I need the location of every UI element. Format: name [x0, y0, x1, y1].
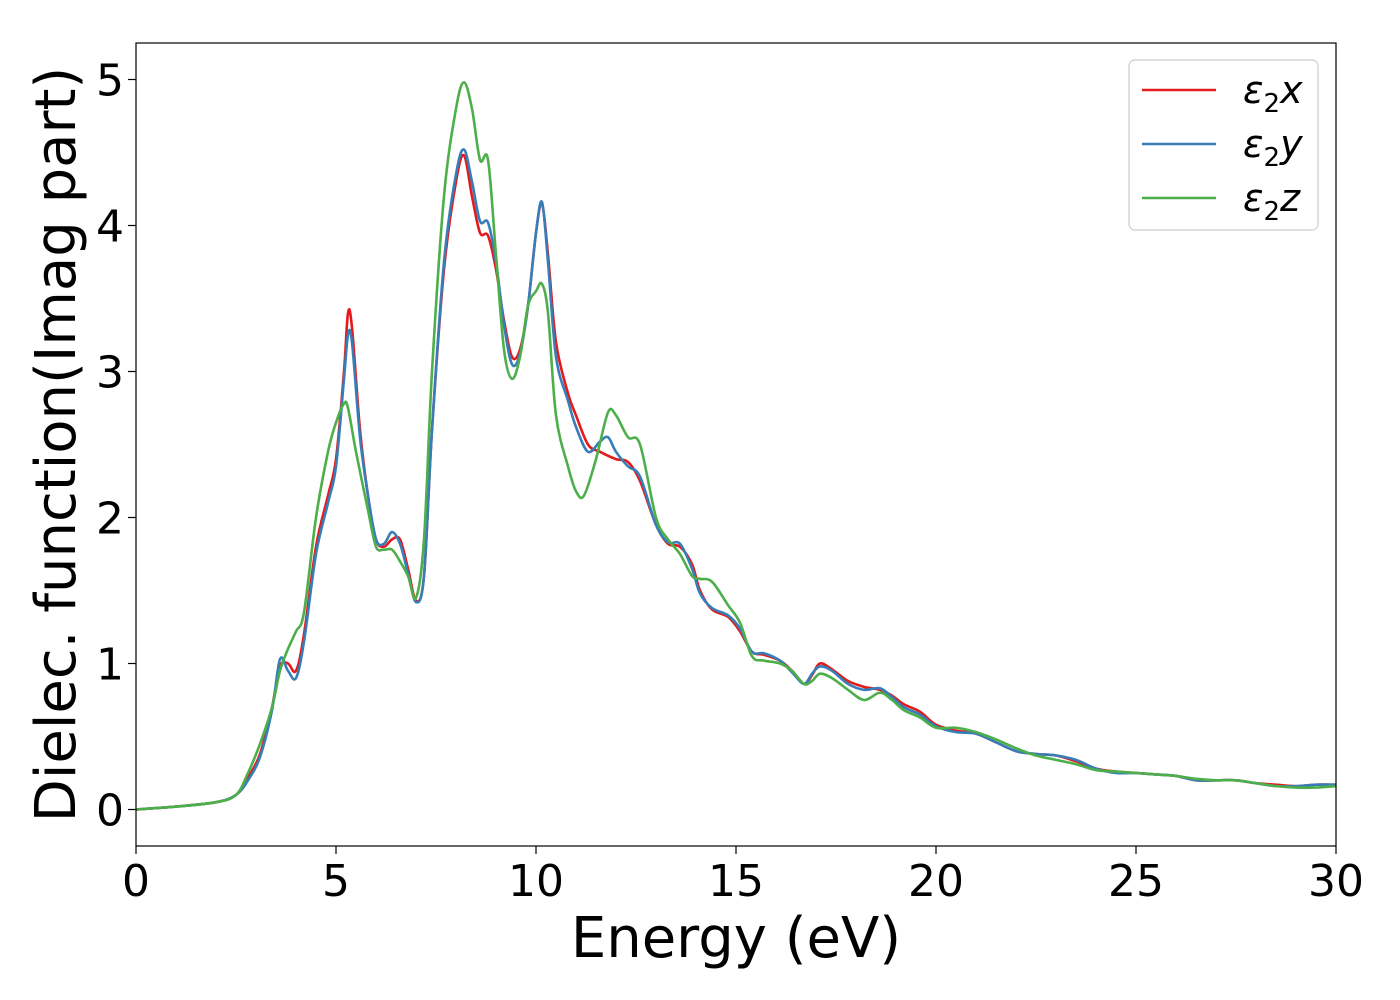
- legend-entry-z: ε2z: [1142, 176, 1301, 227]
- legend-label-symbol: ε: [1243, 176, 1264, 220]
- series-line-z: [135, 81, 1337, 811]
- series-layer: [135, 81, 1337, 811]
- y-tick-label: 5: [96, 56, 124, 107]
- y-axis-label: Dielec. function(Imag part): [24, 67, 89, 823]
- x-axis-label: Energy (eV): [571, 906, 901, 971]
- legend-entry-x: ε2x: [1142, 68, 1303, 119]
- x-tick-label: 15: [708, 856, 764, 907]
- series-line-x: [135, 153, 1337, 811]
- x-tick-label: 30: [1308, 856, 1364, 907]
- legend-box: [1128, 59, 1319, 231]
- legend-label-subscript: 2: [1264, 89, 1281, 119]
- x-tick-label: 10: [508, 856, 564, 907]
- legend-label: ε2y: [1243, 122, 1303, 173]
- x-tick-label: 20: [908, 856, 964, 907]
- legend-entry-y: ε2y: [1142, 122, 1303, 173]
- legend-label-axis: y: [1279, 122, 1303, 166]
- ticks-layer: 0 5 10 15 20 25 30 0 1 2 3 4 5: [96, 56, 1364, 908]
- legend-label-symbol: ε: [1243, 122, 1264, 166]
- legend-label-axis: x: [1279, 68, 1303, 112]
- legend-label: ε2x: [1243, 68, 1303, 119]
- legend-label-symbol: ε: [1243, 68, 1264, 112]
- legend-label-subscript: 2: [1264, 143, 1281, 173]
- legend-label-axis: z: [1279, 176, 1301, 220]
- legend-label: ε2z: [1243, 176, 1301, 227]
- x-tick-label: 5: [322, 856, 350, 907]
- y-tick-label: 1: [96, 640, 124, 691]
- y-tick-label: 4: [96, 202, 124, 253]
- series-line-y: [135, 148, 1337, 811]
- y-tick-label: 2: [96, 494, 124, 545]
- x-tick-label: 25: [1108, 856, 1164, 907]
- legend-label-subscript: 2: [1264, 197, 1281, 227]
- y-tick-label: 3: [96, 348, 124, 399]
- y-tick-label: 0: [96, 786, 124, 837]
- x-tick-label: 0: [122, 856, 150, 907]
